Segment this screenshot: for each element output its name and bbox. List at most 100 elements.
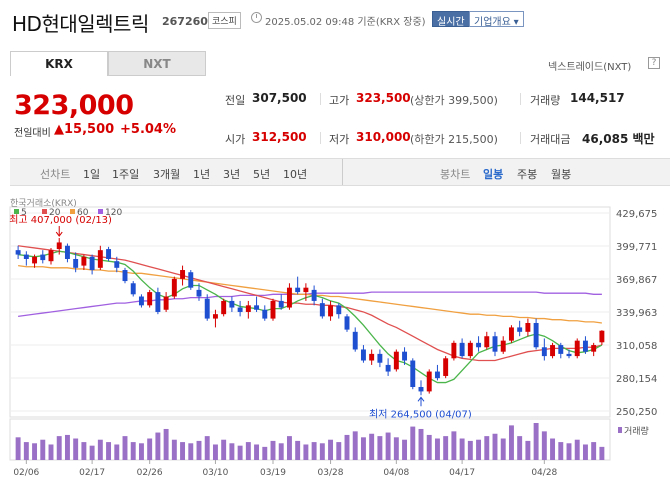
open-value: 312,500: [252, 130, 307, 144]
candle-body: [97, 250, 103, 268]
volume-bar: [254, 444, 260, 460]
y-tick-label: 369,867: [616, 275, 657, 286]
candle-body: [484, 336, 490, 348]
period-1w[interactable]: 1주일: [112, 168, 140, 181]
company-overview-button[interactable]: 기업개요 ▾: [469, 11, 524, 28]
tab-krx[interactable]: KRX: [10, 51, 108, 76]
volume-bar: [393, 437, 399, 460]
volume-frame: [9, 418, 611, 461]
candle-body: [443, 358, 449, 376]
x-tick-label: 03/19: [260, 468, 286, 478]
high-value: 323,500: [356, 91, 411, 105]
volume-bar: [410, 426, 416, 460]
period-1d[interactable]: 1일: [83, 168, 101, 181]
volume-bar: [106, 442, 112, 460]
volume-bar: [574, 439, 580, 460]
candle-chart-label: 봉차트: [440, 168, 471, 181]
candle-body: [599, 330, 605, 343]
period-1y[interactable]: 1년: [193, 168, 211, 181]
legend-label: 120: [105, 208, 122, 218]
candle-body: [492, 336, 498, 352]
low-arrow-head: [417, 396, 425, 402]
market-badge: 코스피: [208, 12, 241, 29]
change-value: ▲15,500: [54, 122, 115, 137]
volume-bar: [591, 442, 597, 460]
candle-monthly[interactable]: 월봉: [551, 168, 572, 181]
x-tick-label: 04/08: [383, 468, 409, 478]
candle-body: [48, 250, 54, 262]
candle-body: [204, 298, 210, 319]
legend-label: 20: [49, 208, 61, 218]
header: HD현대일렉트릭 267260 코스피 2025.05.02 09:48 기준(…: [0, 0, 670, 40]
candle-body: [344, 316, 350, 330]
candle-body: [40, 254, 46, 261]
volume-bar: [541, 431, 547, 460]
upper-limit: (상한가 399,500): [410, 94, 498, 107]
volume-bar: [89, 445, 95, 460]
high-annotation: 최고 407,000 (02/13): [9, 214, 112, 226]
volume-bar: [122, 436, 128, 460]
low-value: 310,000: [356, 130, 411, 144]
candle-daily[interactable]: 일봉: [483, 168, 504, 181]
period-10y[interactable]: 10년: [283, 168, 308, 181]
volume-bar: [23, 442, 29, 460]
candle-body: [180, 270, 186, 279]
volume-bar: [180, 442, 186, 460]
volume-bar: [533, 423, 539, 460]
source-label: 한국거래소(KRX): [10, 198, 77, 209]
candle-body: [147, 292, 153, 306]
nxt-link[interactable]: 넥스트레이드(NXT): [548, 62, 632, 73]
candle-body: [451, 342, 457, 359]
volume-legend-swatch: [618, 427, 622, 433]
realtime-button[interactable]: 실시간: [432, 11, 470, 28]
volume-bar: [336, 442, 342, 460]
open-label: 시가: [225, 133, 246, 146]
volume-bar: [286, 436, 292, 460]
volume-bar: [196, 440, 202, 460]
volume-bar: [467, 440, 473, 460]
volume-bar: [484, 436, 490, 460]
legend-swatch: [14, 209, 19, 214]
volume-bar: [56, 436, 62, 460]
amount-label: 거래대금: [530, 133, 571, 146]
divider: [320, 93, 321, 105]
volume-bar: [360, 437, 366, 460]
ma20-line: [18, 245, 603, 362]
candle-body: [574, 340, 580, 357]
x-tick-label: 04/17: [449, 468, 475, 478]
candle-body: [476, 342, 482, 348]
ma60-line: [18, 264, 602, 324]
change-label: 전일대비: [14, 128, 51, 139]
candle-body: [106, 249, 112, 259]
candle-body: [221, 300, 227, 315]
candle-body: [550, 345, 556, 357]
chart-svg: 429,675 399,771 369,867 339,963 310,058 280,1…: [9, 198, 657, 478]
candle-body: [32, 256, 38, 264]
candle-body: [360, 349, 366, 361]
candle-body: [566, 353, 572, 357]
candle-body: [385, 364, 391, 372]
candle-body: [73, 258, 79, 268]
volume-bar: [212, 444, 218, 460]
period-3y[interactable]: 3년: [223, 168, 241, 181]
help-icon[interactable]: ?: [648, 57, 660, 69]
volume-bar: [385, 432, 391, 460]
x-tick-label: 04/28: [531, 468, 557, 478]
tab-nxt[interactable]: NXT: [108, 51, 206, 76]
candle-body: [558, 345, 564, 354]
y-tick-label: 399,771: [616, 242, 657, 253]
volume-bar: [369, 433, 375, 460]
volume-bar: [311, 442, 317, 460]
candle-body: [278, 300, 284, 308]
quote-datetime: 2025.05.02 09:48 기준(KRX 장중): [265, 17, 426, 28]
volume-bar: [459, 438, 465, 460]
candle-body: [533, 322, 539, 348]
period-5y[interactable]: 5년: [253, 168, 271, 181]
period-3m[interactable]: 3개월: [153, 168, 181, 181]
volume-bar: [278, 443, 284, 460]
low-label: 저가: [329, 133, 350, 146]
candle-body: [212, 314, 218, 319]
volume-bar: [328, 439, 334, 460]
candle-body: [237, 307, 243, 312]
candle-weekly[interactable]: 주봉: [517, 168, 538, 181]
